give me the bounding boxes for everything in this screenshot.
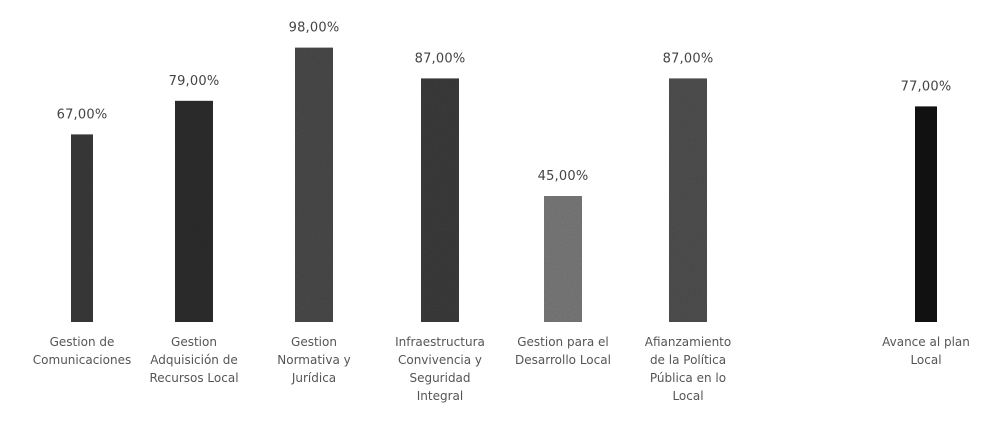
category-label-7: Avance al plan Local: [882, 335, 970, 367]
category-label-line: Recursos Local: [149, 371, 238, 385]
category-label-line: Gestion de: [50, 335, 115, 349]
bar-7: [915, 106, 937, 323]
bar-2: [175, 100, 213, 322]
bar-3: [295, 47, 333, 322]
category-label-2: Gestion Adquisición de Recursos Local: [149, 335, 238, 385]
category-label-line: Local: [672, 389, 703, 403]
category-label-line: Afianzamiento: [645, 335, 731, 349]
data-label-3: 98,00%: [289, 21, 340, 36]
category-label-line: Desarrollo Local: [515, 353, 611, 367]
category-label-line: Infraestructura: [395, 335, 485, 349]
category-label-line: Gestion: [171, 335, 217, 349]
data-label-5: 45,00%: [538, 169, 589, 184]
category-label-line: Avance al plan: [882, 335, 970, 349]
data-label-4: 87,00%: [415, 51, 466, 66]
category-label-line: Gestion: [291, 335, 337, 349]
data-label-2: 79,00%: [169, 74, 220, 89]
bars-group: [71, 47, 937, 323]
bar-6: [669, 78, 707, 323]
category-label-line: Jurídica: [291, 371, 336, 385]
category-label-line: Normativa y: [277, 353, 351, 367]
category-label-line: Local: [910, 353, 941, 367]
value-labels-group: 67,00% 79,00% 98,00% 87,00% 45,00% 87,00% 77,0…: [57, 21, 952, 184]
bar-5: [544, 196, 582, 322]
data-label-7: 77,00%: [901, 79, 952, 94]
category-label-line: Seguridad: [409, 371, 470, 385]
category-label-5: Gestion para el Desarrollo Local: [515, 335, 611, 367]
category-label-line: Convivencia y: [398, 353, 482, 367]
category-label-1: Gestion de Comunicaciones: [33, 335, 131, 367]
category-label-line: Integral: [417, 389, 463, 403]
category-label-line: de la Política: [650, 353, 726, 367]
bar-4: [421, 78, 459, 323]
category-label-line: Adquisición de: [150, 353, 237, 367]
category-label-line: Gestion para el: [517, 335, 609, 349]
bar-1: [71, 134, 93, 322]
category-label-4: Infraestructura Convivencia y Seguridad Int…: [395, 335, 485, 403]
category-label-line: Comunicaciones: [33, 353, 131, 367]
category-labels-group: Gestion de Comunicaciones Gestion Adquisici…: [33, 335, 970, 403]
category-label-3: Gestion Normativa y Jurídica: [277, 335, 351, 385]
data-label-6: 87,00%: [663, 51, 714, 66]
category-label-line: Pública en lo: [650, 371, 726, 385]
category-label-6: Afianzamiento de la Política Pública en lo…: [645, 335, 731, 403]
data-label-1: 67,00%: [57, 107, 108, 122]
